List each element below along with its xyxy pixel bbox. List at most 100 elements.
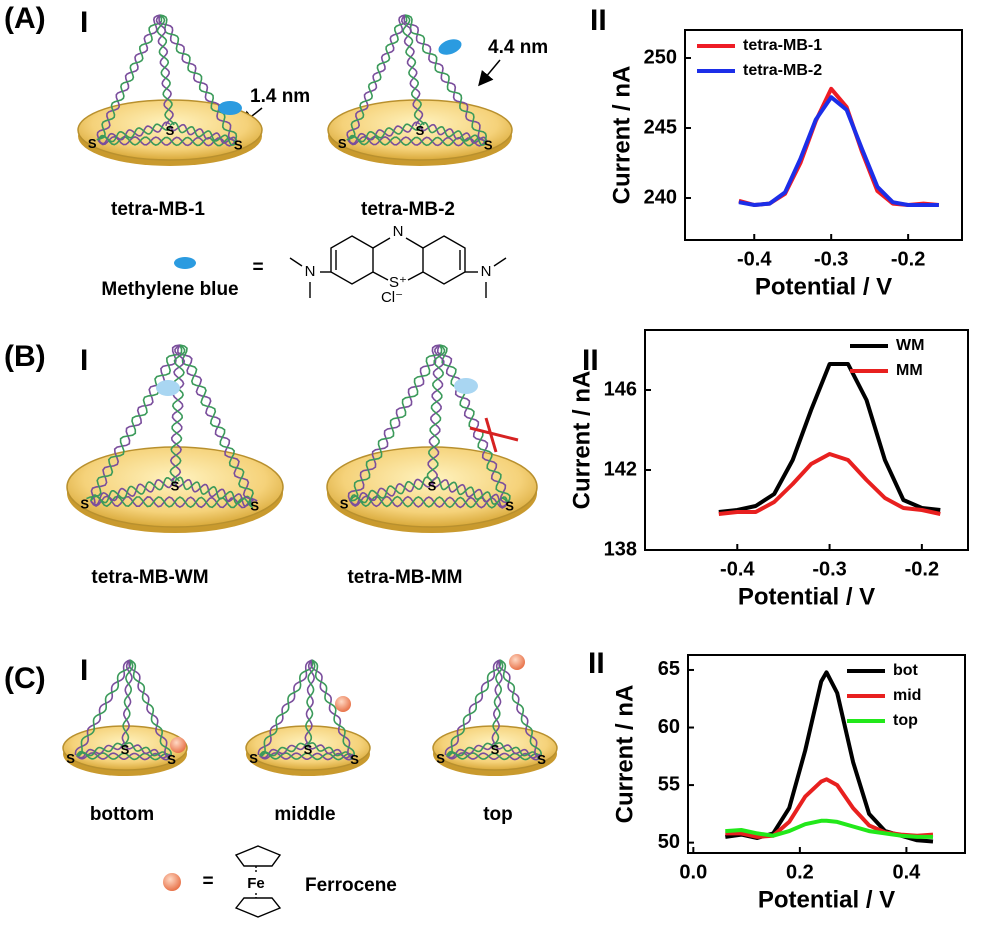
dna-strand	[444, 659, 501, 756]
atom: N	[481, 263, 492, 280]
linker-label: S	[416, 123, 425, 138]
dna-strand	[259, 752, 354, 761]
series-line	[718, 452, 941, 516]
structure-name: tetra-MB-1	[111, 199, 205, 220]
y-tick-label: 138	[604, 538, 637, 560]
structure-name: top	[483, 804, 513, 825]
x-tick-label: -0.3	[812, 558, 846, 580]
dna-strand	[431, 476, 509, 505]
panel-label: (B)	[4, 340, 46, 373]
x-axis-label: Potential / V	[738, 583, 875, 610]
y-tick-label: 146	[604, 378, 637, 400]
linker-label: S	[491, 742, 500, 757]
structure-name: tetra-MB-2	[361, 199, 455, 220]
dna-strand	[347, 344, 441, 502]
tetrahedron-schematic: S SS	[245, 659, 371, 776]
linker-label: S	[340, 496, 349, 511]
dna-strand	[402, 14, 425, 126]
dna-strand	[349, 495, 509, 509]
dna-strand	[346, 14, 408, 141]
x-tick-label: -0.3	[814, 248, 848, 270]
dna-strand	[349, 344, 443, 502]
methylene-blue	[454, 378, 478, 394]
dna-strand	[90, 476, 177, 504]
ferrocene-icon	[163, 873, 181, 891]
arrow	[478, 59, 501, 87]
legend-name: Ferrocene	[305, 875, 397, 896]
dna-strand	[129, 659, 173, 757]
part-label: I	[80, 654, 88, 687]
linker-label: S	[88, 136, 97, 151]
legend-label: mid	[893, 687, 921, 704]
legend-label: bot	[893, 662, 919, 679]
part-label: II	[588, 647, 605, 680]
y-axis-label: Current / nA	[568, 371, 595, 510]
tetrahedron-schematic: S SS	[327, 14, 513, 166]
linker-label: S	[166, 123, 175, 138]
dna-strand	[76, 751, 171, 761]
tetrahedron-schematic: S SS	[62, 659, 188, 776]
linker-label: S	[350, 752, 359, 767]
y-tick-label: 55	[658, 773, 680, 795]
tetrahedron-schematic: S SS	[432, 659, 558, 776]
dna-strand	[347, 121, 421, 145]
linker-label: S	[304, 742, 313, 757]
x-tick-label: -0.2	[891, 248, 925, 270]
legend-label: tetra-MB-2	[743, 62, 822, 79]
tetrahedron-schematic: S SS	[66, 344, 284, 533]
y-tick-label: 245	[644, 116, 677, 138]
x-tick-label: -0.4	[720, 558, 755, 580]
dna-strand	[494, 742, 540, 760]
linker-label: S	[537, 752, 546, 767]
dna-strand	[349, 478, 433, 506]
dna-strand	[445, 742, 496, 757]
mismatch-cross	[469, 417, 519, 453]
dna-strand	[258, 742, 309, 757]
dna-strand	[155, 14, 174, 127]
dna-strand	[494, 744, 541, 759]
linker-label: S	[171, 478, 180, 493]
dna-strand	[156, 14, 175, 126]
dna-strand	[169, 344, 186, 482]
dna-strand	[177, 344, 258, 502]
dna-strand	[76, 741, 126, 759]
legend-label: tetra-MB-1	[743, 37, 822, 54]
dna-strand	[446, 741, 496, 759]
panel-label: (C)	[4, 662, 46, 695]
dna-strand	[174, 476, 253, 507]
y-axis-label: Current / nA	[611, 685, 638, 824]
x-tick-label: 0.0	[679, 861, 707, 883]
part-label: I	[80, 344, 88, 377]
dna-strand	[259, 741, 309, 759]
gold-electrode	[66, 446, 284, 528]
panel-label: (A)	[4, 2, 46, 35]
atom: N	[393, 223, 404, 240]
methylene-blue	[156, 380, 180, 396]
dna-strand	[257, 659, 313, 756]
y-tick-label: 250	[644, 46, 677, 68]
y-tick-label: 60	[658, 716, 680, 738]
linker-label: S	[428, 478, 437, 493]
dna-strand	[169, 344, 186, 482]
equals: =	[252, 257, 263, 278]
dna-strand	[446, 752, 541, 761]
plot-frame	[687, 654, 966, 854]
dna-strand	[90, 495, 254, 509]
plot-frame	[684, 29, 963, 241]
atom: Fe	[247, 875, 265, 892]
y-tick-label: 65	[658, 658, 680, 680]
x-tick-label: -0.4	[737, 248, 772, 270]
y-tick-label: 50	[658, 831, 680, 853]
linker-label: S	[505, 498, 514, 513]
legend-label: MM	[896, 362, 923, 379]
dna-strand	[419, 121, 487, 146]
plot-frame	[644, 329, 969, 551]
dna-strand	[431, 479, 509, 508]
ferrocene	[170, 737, 186, 753]
x-axis-label: Potential / V	[758, 886, 895, 913]
dna-strand	[174, 478, 255, 507]
distance: 1.4 nm	[250, 86, 310, 107]
equals: =	[202, 871, 213, 892]
dna-strand	[446, 751, 541, 761]
